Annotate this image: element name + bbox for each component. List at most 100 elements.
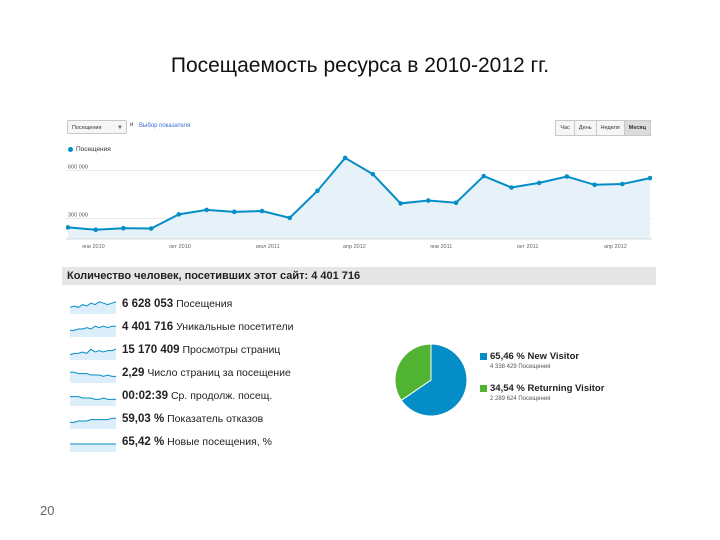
new-visitor-swatch-icon [480,353,487,360]
metric-label: 15 170 409 Просмотры страниц [122,344,280,356]
metric-name: Показатель отказов [167,413,264,425]
granularity-day-button[interactable]: День [573,120,597,136]
x-tick-label: янв 2010 [82,244,105,250]
metric-name: Ср. продолж. посещ. [170,390,273,402]
series-area [68,157,650,239]
sparkline-area [70,444,116,452]
chevron-down-icon: ▼ [117,125,123,131]
sparkline-line [70,348,116,356]
metric-label: 59,03 % Показатель отказов [122,413,263,425]
pie-legend-item-new-visitor: 65,46 % New Visitor 4 338 429 Посещения [480,351,660,383]
chart-toolbar: Посещения ▼ и Выбор показателя Час День … [67,120,651,136]
sparkline-line [70,417,116,423]
data-point [231,209,237,215]
metric-value: 00:02:39 [122,390,169,402]
x-tick-label: июл 2011 [256,244,280,250]
granularity-month-button[interactable]: Месяц [623,120,651,136]
y-tick-label: 300 000 [68,212,88,218]
metric-name: Новые посещения, % [167,436,272,448]
x-tick-label: апр 2012 [604,244,627,250]
sparkline [70,348,116,360]
data-point [536,180,542,186]
sparkline-area [70,326,116,337]
data-point [287,215,293,221]
metric-name: Посещения [176,298,233,310]
metric-value: 65,42 % [122,436,165,448]
visitor-type-pie-chart [394,343,468,417]
x-tick-label: апр 2012 [343,244,366,250]
x-tick-label: окт 2010 [169,244,191,250]
metric-select-link[interactable]: Выбор показателя [139,123,191,129]
series-legend-label: Посещения [76,146,111,153]
returning-visitor-swatch-icon [480,385,487,392]
metric-name: Число страниц за посещение [147,367,291,379]
data-point [204,207,209,213]
data-point [481,173,487,179]
y-tick-label: 600 000 [68,165,88,171]
data-point [592,182,597,188]
metric-label: 65,42 % Новые посещения, % [122,436,272,448]
series-line [67,156,651,231]
metric-label: 2,29 Число страниц за посещение [122,367,291,379]
segment-select[interactable]: Посещения ▼ [67,120,127,134]
granularity-week-button[interactable]: Неделя [595,120,625,136]
data-point [509,185,514,190]
data-point [315,188,320,194]
granularity-hour-button[interactable]: Час [555,120,575,136]
data-point [176,212,182,217]
chart-legend: Посещения [68,146,111,153]
visitors-summary-label: Количество человек, посетивших этот сайт… [67,270,309,282]
slide-number: 20 [40,503,55,518]
data-point [564,174,570,179]
pie-slice-new-visitor [400,343,468,417]
metric-label: 4 401 716 Уникальные посетители [122,321,293,333]
metric-value: 59,03 % [122,413,165,425]
granularity-buttons: Час День Неделя Месяц [555,120,651,136]
data-point [66,225,71,230]
data-point [93,227,99,233]
sparkline [70,443,116,452]
pie-legend: 65,46 % New Visitor 4 338 429 Посещения … [480,351,660,415]
data-point [398,201,403,206]
metric-value: 4 401 716 [122,321,174,333]
visitors-summary-bar: Количество человек, посетивших этот сайт… [62,267,656,285]
data-point [425,198,431,203]
metric-value: 15 170 409 [122,344,180,356]
data-point [370,171,376,177]
sparkline-area [70,301,116,314]
metric-value: 2,29 [122,367,145,379]
visits-line-chart: 600 000 300 000 янв 2010 окт 2010 июл 2011 ап… [66,155,652,250]
sparkline [70,325,116,337]
sparkline-area [70,418,116,429]
data-point [342,155,348,161]
pie-slice-returning-visitor [394,343,432,402]
segment-select-label: Посещения [72,125,102,131]
sparkline-line [70,325,116,331]
sparkline-area [70,396,116,406]
data-point [259,208,265,214]
sparkline-area [70,372,116,383]
data-point [121,225,126,231]
sparkline-line [70,396,116,400]
pie-legend-label: 34,54 % Returning Visitor [490,383,605,394]
pie-legend-item-returning-visitor: 34,54 % Returning Visitor 2 289 624 Посе… [480,383,660,415]
data-point [619,181,625,187]
pie-legend-sub: 2 289 624 Посещения [490,396,551,402]
metric-value: 6 628 053 [122,298,174,310]
vs-label: и [130,122,134,128]
sparkline [70,417,116,429]
series-dot-icon [68,146,73,152]
sparkline [70,396,116,406]
metric-label: 6 628 053 Посещения [122,298,232,310]
sparkline [70,301,116,314]
pie-legend-sub: 4 338 429 Посещения [490,364,551,370]
sparkline-line [70,301,116,308]
metric-name: Уникальные посетители [176,321,294,333]
x-tick-label: янв 2011 [430,244,452,250]
data-point [647,175,652,181]
data-point [148,226,154,231]
x-tick-label: окт 2011 [517,244,538,250]
visitors-summary-value: 4 401 716 [311,270,361,282]
sparkline-line [70,371,116,377]
sparkline [70,371,116,383]
